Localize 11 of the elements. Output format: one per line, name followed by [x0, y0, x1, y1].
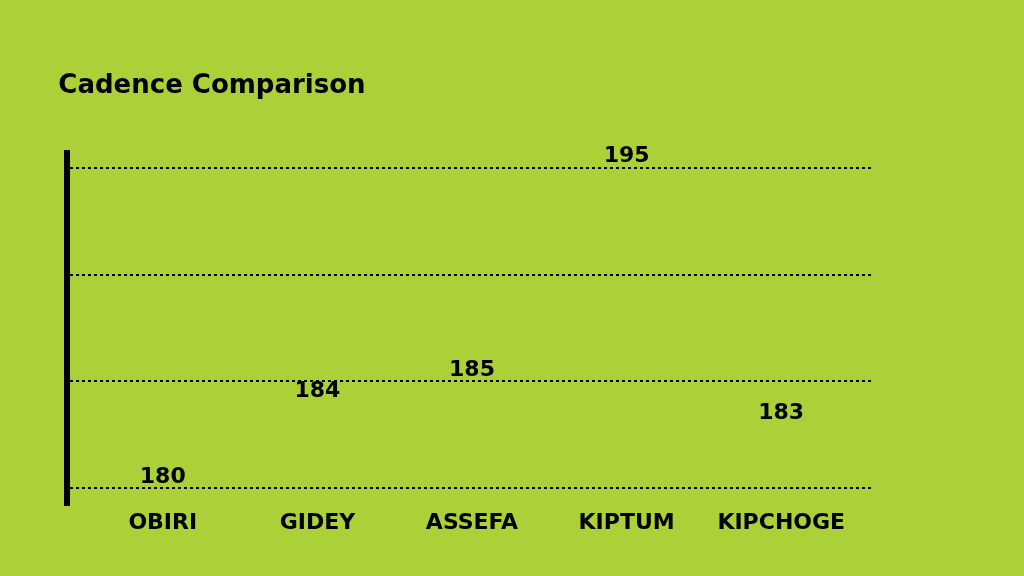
data-label: 183 [758, 398, 805, 424]
category-label: KIPTUM [578, 509, 675, 534]
data-label: 185 [449, 355, 495, 381]
category-label: GIDEY [279, 509, 357, 534]
category-label: OBIRI [128, 509, 198, 534]
data-label: 195 [603, 142, 650, 168]
category-label: KIPCHOGE [717, 509, 846, 534]
category-label: ASSEFA [425, 509, 519, 534]
data-label: 184 [294, 377, 341, 403]
text: Cadence Comparison [58, 69, 366, 100]
data-label: 180 [139, 462, 186, 488]
